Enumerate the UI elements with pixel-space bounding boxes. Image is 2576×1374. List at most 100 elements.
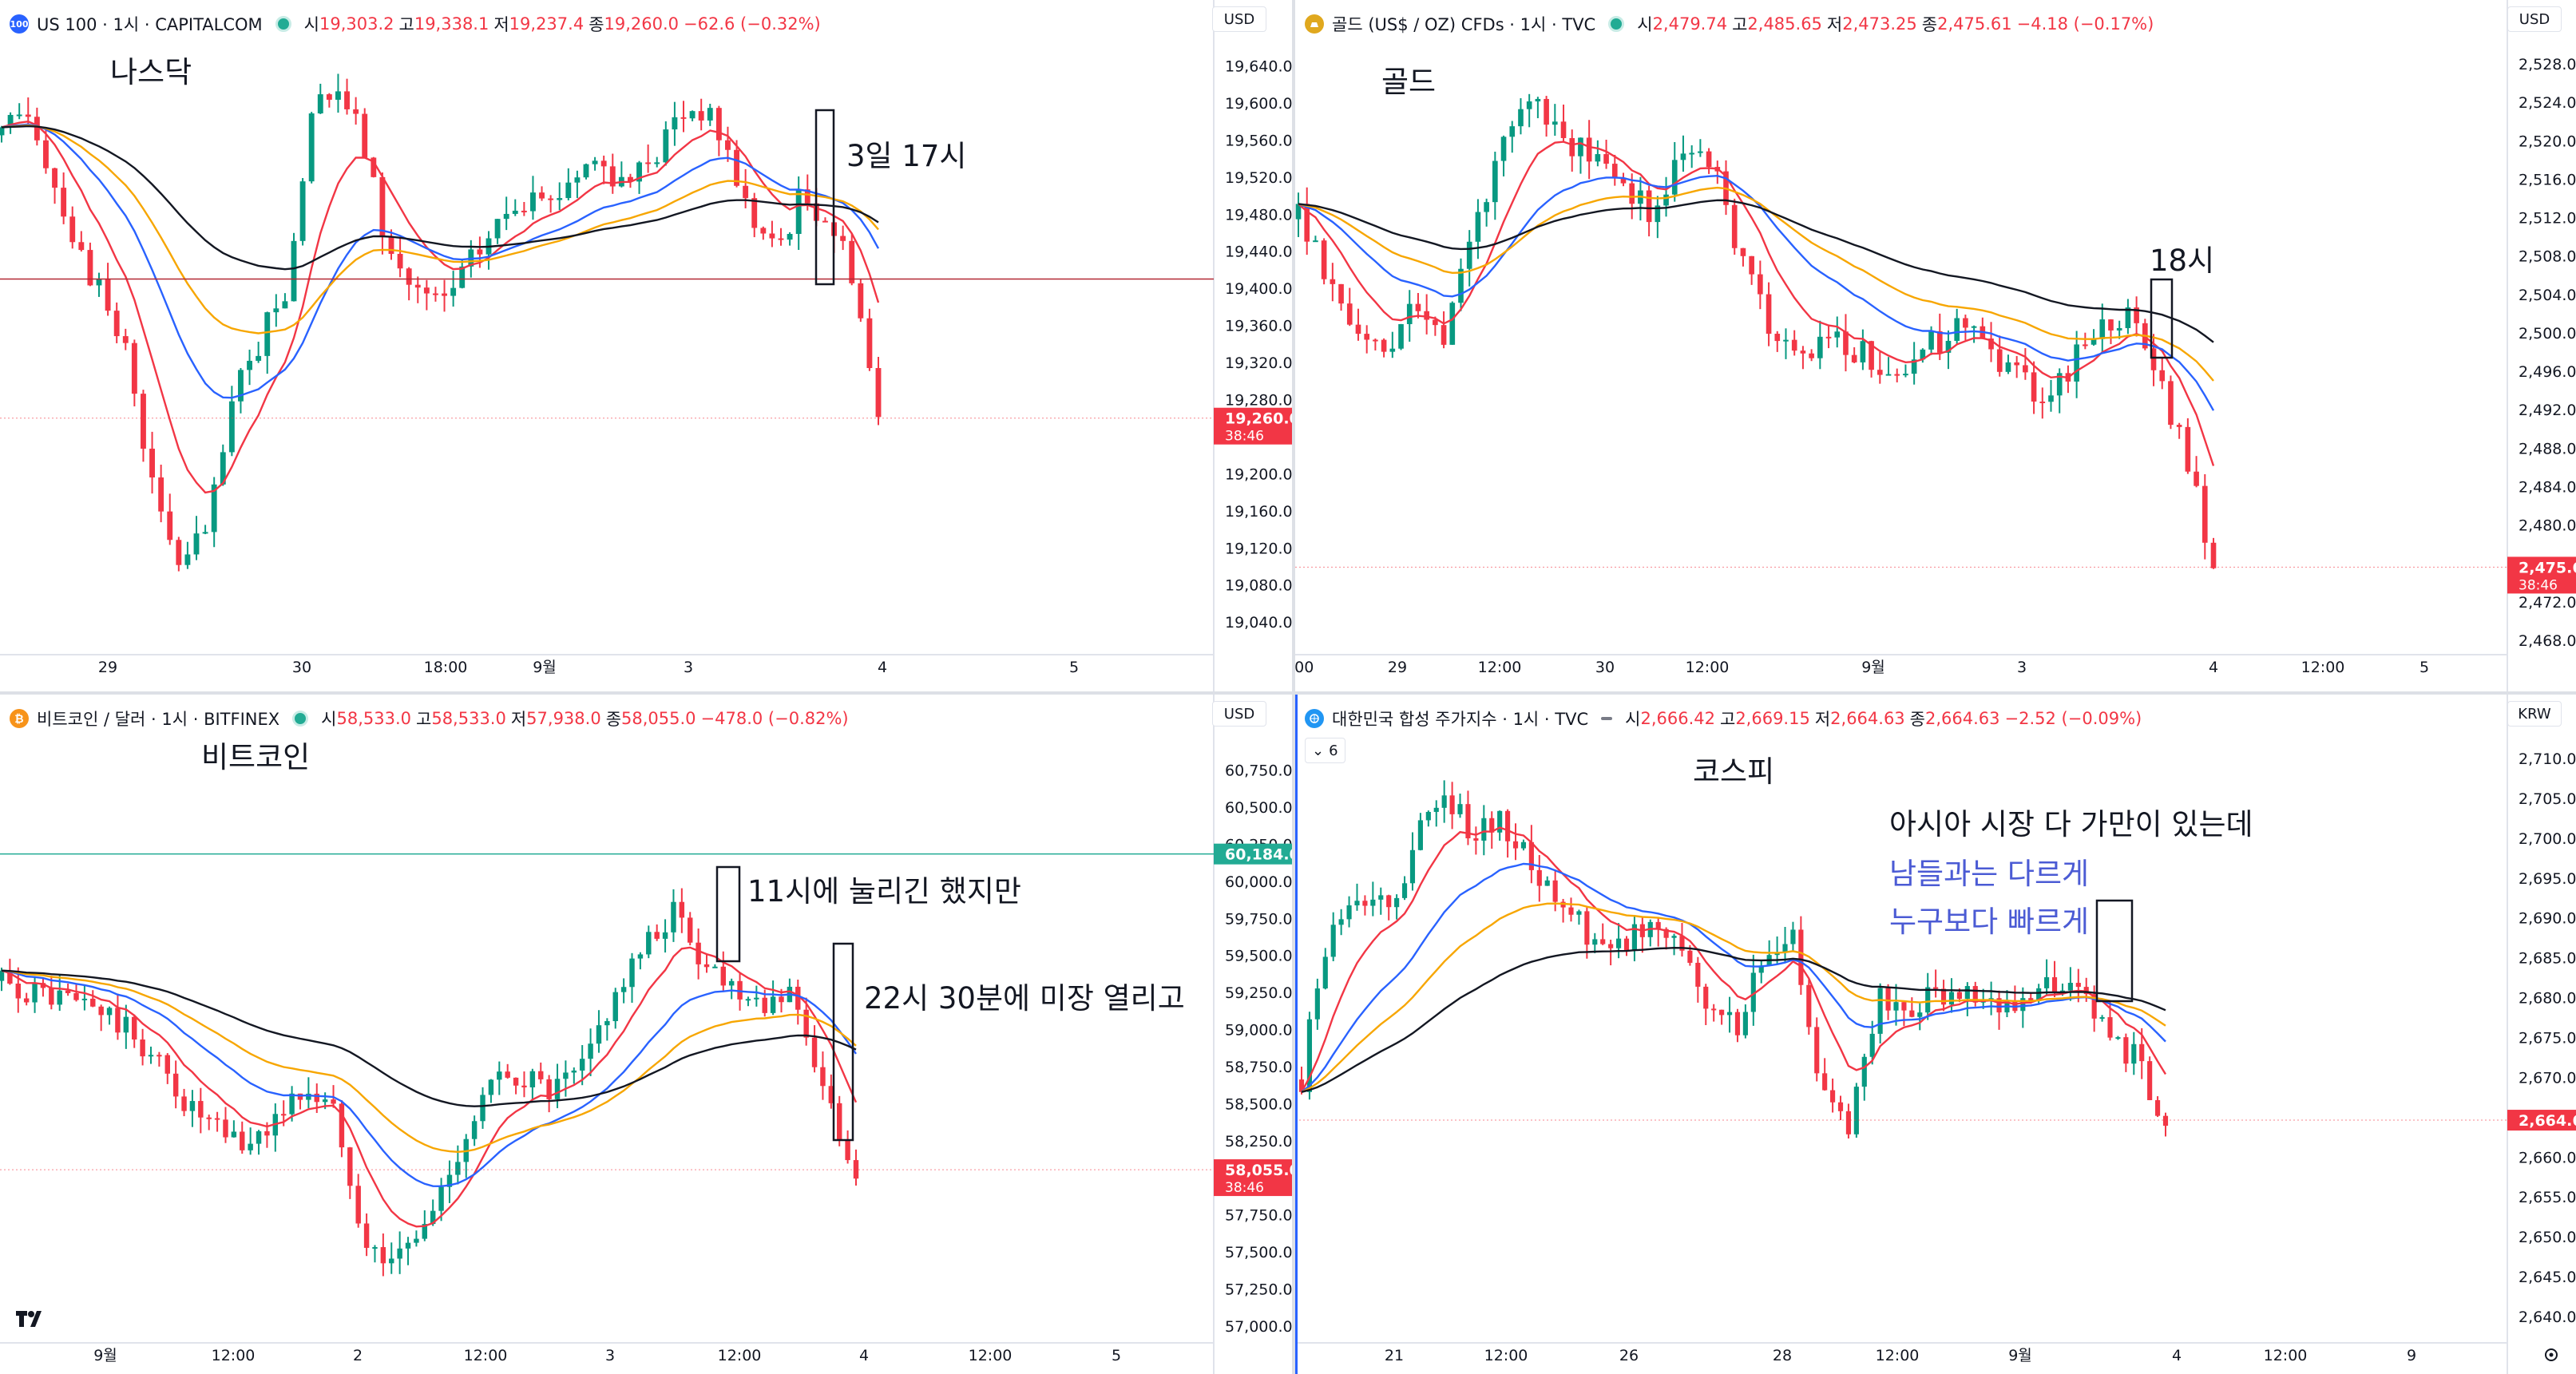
candle-body (2107, 1017, 2113, 1038)
currency-button[interactable]: USD (1212, 6, 1266, 32)
pane-kospi[interactable]: 대한민국 합성 주가지수 · 1시 · TVC 시 2,666.42 고 2,669… (1295, 695, 2576, 1374)
candle-body (1608, 944, 1614, 948)
time-tick-label: 5 (1069, 659, 1079, 676)
pane-divider-vertical[interactable] (1292, 0, 1295, 1374)
candle-body (1424, 311, 1429, 320)
annotation-faster-than-anyone[interactable]: 누구보다 빠르게 (1889, 905, 2090, 939)
candle-body (1885, 988, 1891, 1011)
symbol-header[interactable]: 100 US 100 · 1시 · CAPITALCOM 시 19,303.2 고… (10, 10, 821, 38)
candle-body (612, 992, 618, 1022)
time-tick-label: 4 (2172, 1347, 2182, 1364)
candle-body (1956, 992, 1962, 1000)
annotation-gold[interactable]: 골드 (1381, 65, 1437, 99)
pane-divider-horizontal[interactable] (0, 691, 2576, 695)
candle-body (803, 1009, 809, 1038)
symbol-header[interactable]: 골드 (US$ / OZ) CFDs · 1시 · TVC 시 2,479.74 … (1305, 10, 2154, 38)
candle-body (689, 111, 696, 119)
price-chart[interactable]: 2,710.00 2,705.00 2,700.00 2,695.00 2,690.00… (1295, 695, 2576, 1374)
candle-body (1362, 901, 1368, 906)
indicator-toggle[interactable]: ⌄ 6 (1305, 738, 1345, 763)
market-open-icon (275, 16, 291, 32)
candle-body (1370, 899, 1376, 906)
candle-body (845, 1140, 850, 1161)
candle-body (423, 287, 430, 294)
candle-body (1671, 160, 1678, 195)
price-chart[interactable]: 2,528.00 2,524.00 2,520.00 2,516.00 2,512.00… (1295, 0, 2576, 691)
symbol-title[interactable]: 비트코인 / 달러 · 1시 · BITFINEX (37, 710, 280, 729)
candle-body (1877, 988, 1883, 1034)
annotation-11h[interactable]: 11시에 눌리긴 했지만 (747, 874, 1021, 909)
candle-body (629, 958, 635, 988)
candle-body (600, 160, 607, 167)
currency-button[interactable]: USD (2507, 6, 2562, 32)
candle-body (1909, 1010, 1915, 1017)
price-tick-label: 2,660.00 (2519, 1149, 2576, 1166)
candle-body (34, 117, 40, 141)
candle-body (1544, 98, 1549, 125)
countdown-label: 38:46 (1225, 1180, 1264, 1196)
tradingview-logo[interactable] (14, 1309, 51, 1330)
gold-icon (1305, 14, 1324, 34)
candle-body (663, 129, 669, 163)
time-tick-label: 3 (2017, 659, 2027, 676)
green-line-badge (1214, 843, 1292, 865)
annotation-3day-17h[interactable]: 3일 17시 (846, 139, 967, 173)
candle-body (571, 1070, 577, 1073)
candle-body (1719, 1009, 1725, 1016)
candle-body (2210, 542, 2217, 568)
symbol-title[interactable]: US 100 · 1시 · CAPITALCOM (37, 15, 263, 34)
candle-body (220, 452, 226, 485)
price-tick-label: 2,468.00 (2519, 632, 2576, 650)
annotation-unlike-others[interactable]: 남들과는 다르게 (1889, 857, 2090, 891)
price-tick-label: 2,645.00 (2519, 1269, 2576, 1286)
annotation-kospi[interactable]: 코스피 (1693, 754, 1775, 789)
candle-body (1415, 303, 1421, 311)
candle-body (1954, 318, 1960, 341)
price-tick-label: 57,250.0 (1225, 1281, 1292, 1299)
candle-body (715, 108, 722, 141)
time-tick-label: 12:00 (1484, 1347, 1528, 1364)
candle-body (1749, 255, 1754, 275)
annotation-bitcoin[interactable]: 비트코인 (201, 740, 311, 774)
annotation-asia-market[interactable]: 아시아 시장 다 가만이 있는데 (1889, 807, 2253, 841)
price-chart[interactable]: 19,640.0 19,600.0 19,560.0 19,520.0 19,480.0… (0, 0, 1292, 691)
candle-body (326, 94, 332, 100)
annotation-22h30[interactable]: 22시 30분에 미장 열리고 (864, 981, 1185, 1016)
symbol-header[interactable]: 대한민국 합성 주가지수 · 1시 · TVC 시 2,666.42 고 2,669… (1305, 704, 2142, 733)
pane-nasdaq[interactable]: 100 US 100 · 1시 · CAPITALCOM 시 19,303.2 고… (0, 0, 1292, 691)
candle-body (1687, 950, 1693, 963)
time-tick-label: 4 (2209, 659, 2218, 676)
price-tick-label: 2,695.00 (2519, 870, 2576, 888)
annotation-nasdaq[interactable]: 나스닥 (110, 55, 192, 89)
candle-body (1338, 283, 1344, 304)
currency-button[interactable]: USD (1212, 701, 1266, 727)
candle-body (306, 1093, 311, 1100)
candle-body (280, 1114, 287, 1116)
candle-body (1314, 988, 1320, 1020)
candle-body (1528, 841, 1534, 870)
open-value: 19,303.2 (319, 14, 394, 34)
candle-body (712, 966, 718, 968)
high-value: 19,338.1 (414, 14, 489, 34)
currency-button[interactable]: KRW (2507, 701, 2562, 727)
symbol-title[interactable]: 대한민국 합성 주가지수 · 1시 · TVC (1332, 710, 1589, 729)
pane-gold[interactable]: 골드 (US$ / OZ) CFDs · 1시 · TVC 시 2,479.74 … (1295, 0, 2576, 691)
settings-gear-icon[interactable] (2542, 1346, 2560, 1364)
price-chart[interactable]: 60,750.060,500.060,250.060,000.059,750.0… (0, 695, 1292, 1374)
time-tick-label: 12:00 (212, 1347, 256, 1364)
candle-body (1552, 121, 1558, 125)
candle-body (1920, 349, 1926, 360)
candle-body (122, 336, 129, 343)
candle-body (530, 192, 536, 212)
candle-body (1512, 841, 1519, 849)
candle-body (248, 1143, 253, 1150)
open-label: 시 (1625, 710, 1641, 729)
candle-body (1381, 339, 1387, 352)
candle-body (371, 157, 377, 177)
candle-body (291, 240, 297, 302)
time-tick-label: 4 (878, 659, 887, 676)
symbol-title[interactable]: 골드 (US$ / OZ) CFDs · 1시 · TVC (1332, 15, 1596, 34)
annotation-18h[interactable]: 18시 (2150, 244, 2215, 278)
